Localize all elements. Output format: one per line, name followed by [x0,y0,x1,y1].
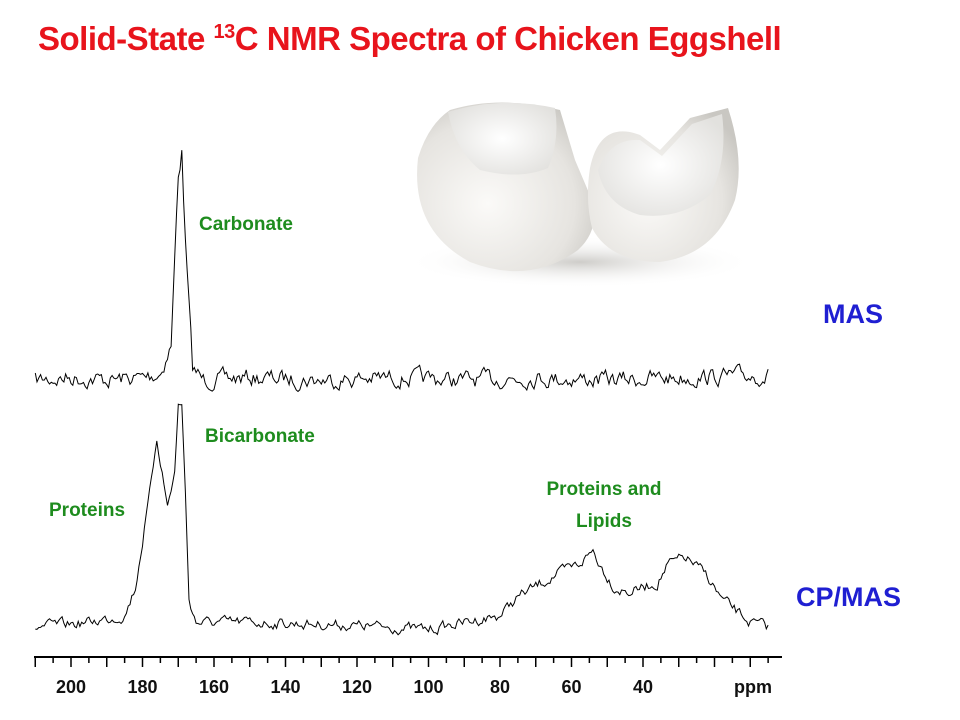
x-axis-tick-label: 180 [127,677,157,697]
x-axis-tick-label: 120 [342,677,372,697]
bicarbonate-label: Bicarbonate [205,426,315,447]
x-axis-tick-label: 40 [633,677,653,697]
proteins-label: Proteins [49,500,125,521]
page-title: Solid-State 13C NMR Spectra of Chicken E… [38,20,782,57]
eggshell-image [405,102,755,288]
mas-series-label: MAS [823,299,883,329]
x-axis-tick-label: 160 [199,677,229,697]
x-axis-unit-label: ppm [734,677,772,697]
mas-spectrum-line [34,150,769,393]
x-axis-tick-label: 80 [490,677,510,697]
x-axis-tick-label: 200 [56,677,86,697]
carbonate-label: Carbonate [199,214,293,235]
cpmas-series-label: CP/MAS [796,582,901,612]
cpmas-spectrum-line [35,403,769,636]
proteins-lipids-label-line1: Proteins and [546,479,661,500]
x-axis-ticks: 200 180 160 140 120 100 80 60 40 [34,657,769,697]
x-axis-tick-label: 140 [270,677,300,697]
x-axis-tick-label: 60 [561,677,581,697]
x-axis-tick-label: 100 [413,677,443,697]
proteins-lipids-label-line2: Lipids [576,511,632,532]
